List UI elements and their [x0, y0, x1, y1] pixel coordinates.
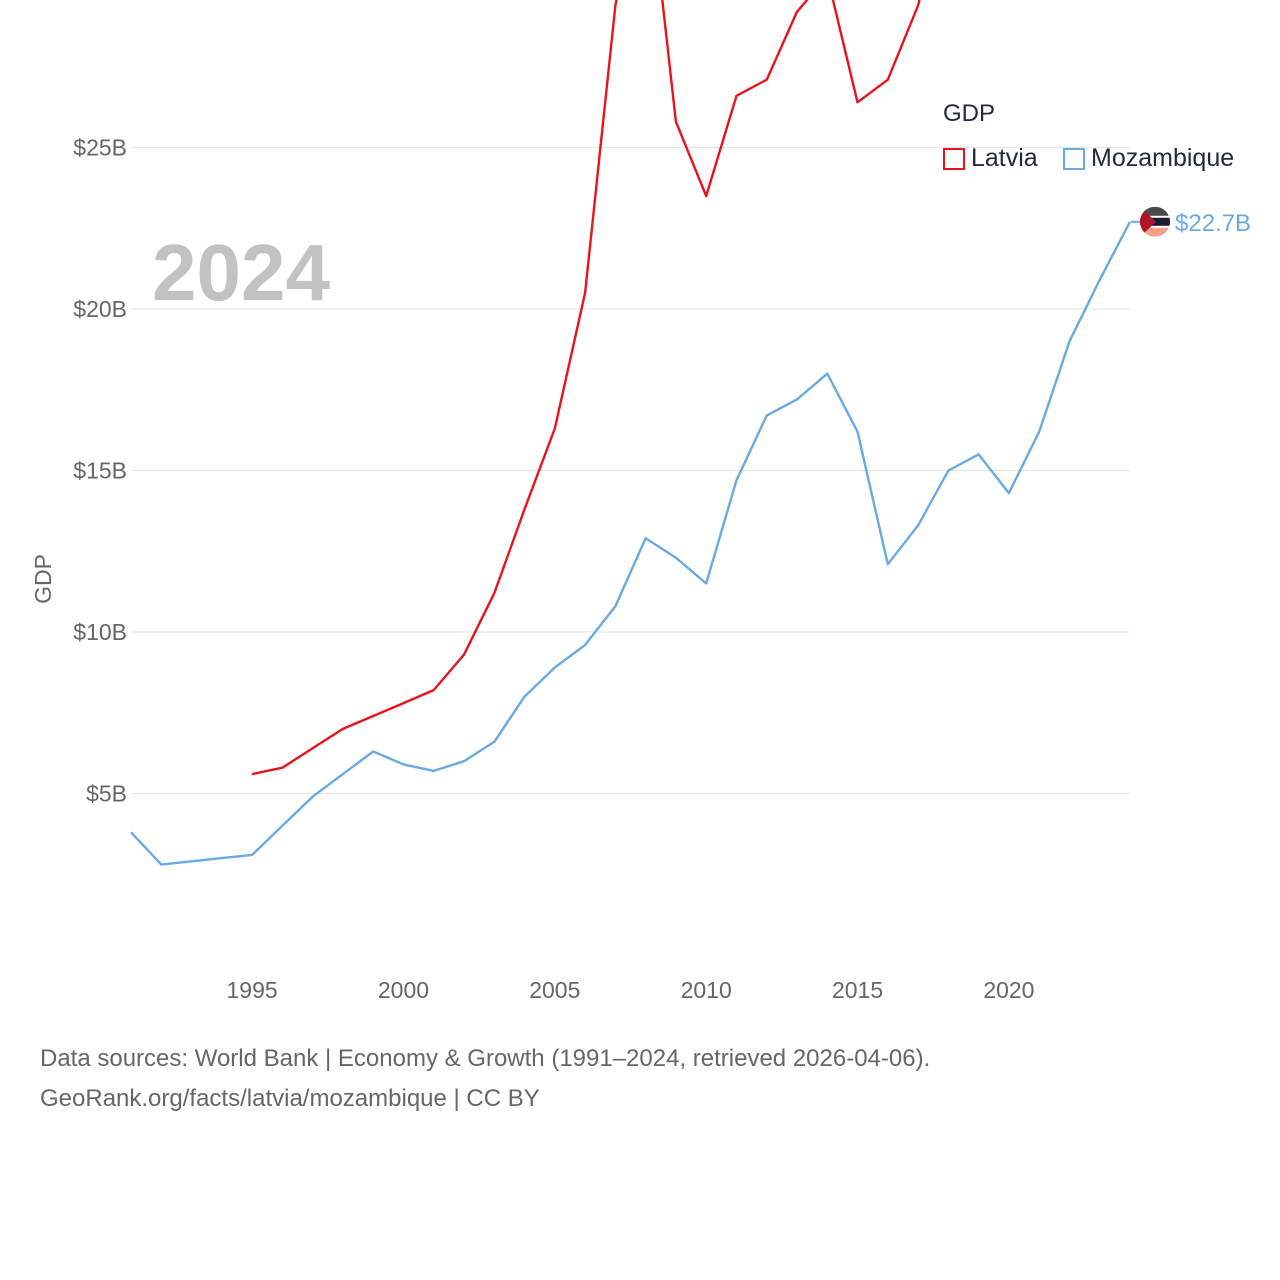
footer-sources: Data sources: World Bank | Economy & Gro… — [40, 1045, 931, 1072]
x-tick-label: 2020 — [983, 977, 1034, 1003]
legend-item-latvia[interactable]: Latvia — [943, 144, 1038, 173]
x-tick-label: 2000 — [378, 977, 429, 1003]
x-tick-label: 2005 — [529, 977, 580, 1003]
grid-lines — [131, 146, 1130, 795]
legend-label-mozambique: Mozambique — [1091, 144, 1235, 172]
year-label: 2024 — [152, 228, 330, 317]
series-line-latvia — [251, 0, 921, 776]
y-tick-label: $20B — [73, 296, 127, 322]
x-tick-label: 2015 — [832, 977, 883, 1003]
x-tick-label: 1995 — [227, 977, 278, 1003]
legend-item-mozambique[interactable]: Mozambique — [1063, 144, 1234, 173]
legend-label-latvia: Latvia — [971, 144, 1038, 172]
end-value-label-mozambique: $22.7B — [1175, 210, 1251, 237]
footer-credit[interactable]: GeoRank.org/facts/latvia/mozambique | CC… — [40, 1085, 540, 1112]
y-tick-label: $10B — [73, 619, 127, 645]
series-line-mozambique — [130, 221, 1132, 866]
legend-swatch-latvia — [943, 147, 965, 170]
y-tick-label: $25B — [73, 135, 127, 161]
legend-swatch-mozambique — [1063, 147, 1085, 170]
y-tick-label: $5B — [86, 781, 127, 807]
y-axis-title: GDP — [30, 554, 56, 604]
series-lines — [130, 0, 1132, 866]
x-tick-label: 2010 — [681, 977, 732, 1003]
y-axis-ticks: $5B$10B$15B$20B$25B$30B$35B$40B$45B — [73, 135, 127, 807]
mozambique-flag-icon — [1140, 206, 1170, 237]
y-tick-label: $15B — [73, 458, 127, 484]
x-axis-ticks: 1995 2000 2005 2010 2015 2020 — [227, 977, 1035, 1003]
legend-title: GDP — [943, 100, 996, 127]
series-end-markers: $43.7B$22.7B — [1131, 206, 1251, 237]
